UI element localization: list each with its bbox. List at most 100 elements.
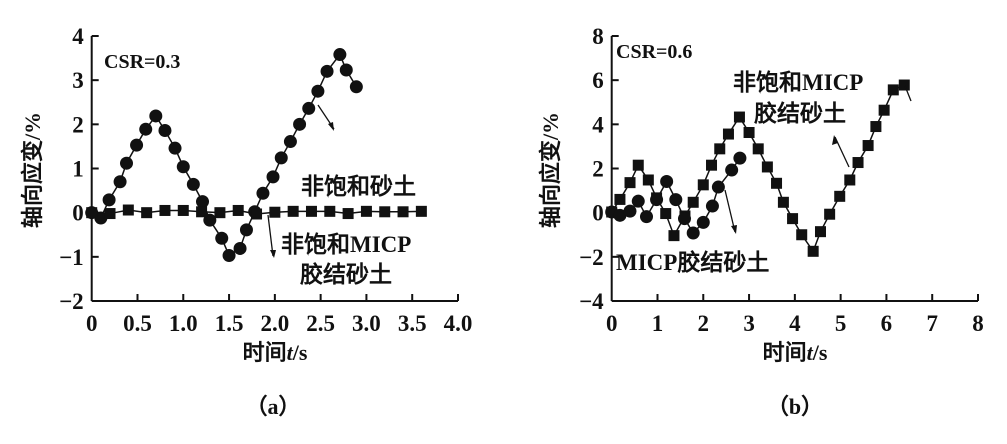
panel-b-x-tick-label: 8 — [972, 311, 984, 336]
panel-a-x-axis-label: 时间t/s — [243, 340, 308, 365]
panel-a-data-point-circle — [102, 193, 116, 207]
panel-a-data-point-square — [159, 204, 171, 216]
panel-a-data-point-square — [104, 208, 116, 220]
panel-b-data-point-square — [787, 213, 799, 225]
panel-b-data-point-square — [887, 84, 899, 96]
panel-a-y-tick-label: 1 — [72, 157, 84, 182]
panel-a-data-point-circle — [222, 249, 236, 263]
panel-b-x-tick-label: 1 — [652, 311, 664, 336]
panel-b-data-point-circle — [650, 193, 664, 207]
panel-b-series-circles — [605, 151, 747, 240]
panel-a-series-line — [91, 53, 357, 257]
panel-a-x-tick-label: 4.0 — [444, 311, 473, 336]
panel-b-data-point-square — [870, 121, 882, 133]
panel-b-data-point-square — [642, 174, 654, 186]
panel-b-x-tick-label: 4 — [789, 311, 801, 336]
panel-b-data-point-square — [898, 79, 910, 91]
panel-a-legend-micp-line1: 非饱和MICP — [281, 231, 411, 257]
panel-b-x-tick-label: 0 — [606, 311, 618, 336]
panel-a-x-tick-label: 1.0 — [169, 311, 198, 336]
panel-b-y-tick-label: 0 — [592, 201, 604, 226]
panel-b-y-tick-label: 8 — [592, 24, 604, 49]
panel-b-x-tick-label: 3 — [743, 311, 755, 336]
panel-a-data-point-circle — [302, 101, 316, 115]
panel-b-data-point-square — [796, 229, 808, 241]
panel-b-data-point-square — [668, 230, 680, 242]
panel-b-legend-micp-line2: 胶结砂土 — [754, 100, 846, 126]
panel-b-data-point-square — [660, 208, 672, 220]
panel-b-caption: （b） — [767, 394, 823, 419]
panel-a-data-point-square — [342, 208, 354, 220]
panel-a-data-point-circle — [283, 135, 297, 149]
panel-a-data-point-circle — [320, 64, 334, 78]
panel-a-y-tick-label: −2 — [59, 289, 84, 314]
panel-b-csr-label: CSR=0.6 — [616, 41, 692, 63]
panel-a-x-tick-label: 2.5 — [306, 311, 335, 336]
panel-b-y-tick-label: 4 — [592, 112, 604, 137]
panel-a-data-point-circle — [215, 231, 229, 245]
panel-a-data-point-circle — [196, 195, 210, 209]
panel-b-data-point-square — [743, 127, 755, 139]
panel-b-data-point-square — [878, 104, 890, 116]
panel-b-y-tick-label: −2 — [579, 245, 604, 270]
panel-b-x-tick-label: 5 — [835, 311, 847, 336]
panel-a-series-squares — [86, 204, 427, 220]
panel-a-x-tick-label: 0.5 — [123, 311, 152, 336]
panel-b-arrow-micp — [724, 189, 737, 234]
panel-b-data-point-square — [697, 179, 709, 191]
panel-b-data-point-circle — [678, 212, 692, 226]
panel-a-data-point-circle — [256, 186, 270, 200]
panel-b-legend-micp-line1: 非饱和MICP — [733, 69, 863, 95]
panel-b-legend-micp-sand: MICP胶结砂土 — [616, 249, 769, 275]
panel-a-y-tick-label: 4 — [72, 24, 84, 49]
panel-a-data-point-square — [379, 206, 391, 218]
panel-a-data-point-square — [305, 205, 317, 217]
panel-a-data-point-circle — [239, 223, 253, 237]
panel-a-data-point-circle — [339, 63, 353, 77]
panel-b-data-point-square — [807, 245, 819, 257]
panel-a-y-tick-label: 3 — [72, 68, 84, 93]
panel-a-data-point-circle — [266, 170, 280, 184]
panel-a-csr-label: CSR=0.3 — [104, 51, 180, 73]
panel-b-data-point-square — [862, 140, 874, 152]
panel-b-arrow-micp-unsat — [832, 85, 912, 168]
panel-b-x-tick-label: 2 — [698, 311, 710, 336]
panel-b-data-point-square — [752, 143, 764, 155]
panel-b-data-point-circle — [725, 163, 739, 177]
panel-b-data-point-circle — [705, 199, 719, 213]
panel-b-data-point-square — [632, 159, 644, 171]
panel-b-data-point-square — [771, 177, 783, 189]
panel-a-x-tick-label: 3.5 — [398, 311, 427, 336]
panel-a-x-tick-label: 3.0 — [352, 311, 381, 336]
panel-b-marks: 0 1 2 3 4 5 6 7 8 −4 −2 0 2 4 6 8 — [579, 24, 984, 336]
panel-a-y-axis-label: 轴向应变/% — [20, 112, 45, 228]
panel-a-data-point-circle — [186, 177, 200, 191]
panel-a-arrow-unsaturated — [317, 104, 335, 131]
panel-a-data-point-circle — [113, 175, 127, 189]
panel-b-data-point-square — [844, 174, 856, 186]
panel-a-data-point-square — [122, 204, 134, 216]
panel-a-arrow-micp — [267, 214, 276, 258]
panel-b-data-point-circle — [669, 193, 683, 207]
panel-b-data-point-circle — [613, 208, 627, 222]
panel-a-data-point-square — [141, 207, 153, 219]
panel-a-legend-micp-line2: 胶结砂土 — [300, 261, 392, 287]
panel-b-data-point-square — [824, 208, 836, 220]
panel-b-data-point-square — [733, 111, 745, 123]
panel-a-legend-unsaturated-sand: 非饱和砂土 — [301, 173, 416, 199]
panel-b-data-point-circle — [660, 175, 674, 189]
panel-b-y-tick-label: 2 — [592, 157, 604, 182]
panel-a-y-tick-label: 0 — [72, 201, 84, 226]
panel-a-data-point-square — [397, 206, 409, 218]
panel-a-data-point-circle — [233, 241, 247, 255]
panel-a-x-tick-label: 0 — [86, 311, 98, 336]
panel-b-data-point-circle — [623, 204, 637, 218]
panel-b-data-point-square — [777, 196, 789, 208]
panel-b-data-point-square — [834, 190, 846, 202]
panel-b-y-tick-label: 6 — [592, 68, 604, 93]
panel-a-data-point-circle — [130, 138, 144, 152]
panel-a-data-point-circle — [149, 109, 163, 123]
panel-a-y-tick-label: 2 — [72, 112, 84, 137]
